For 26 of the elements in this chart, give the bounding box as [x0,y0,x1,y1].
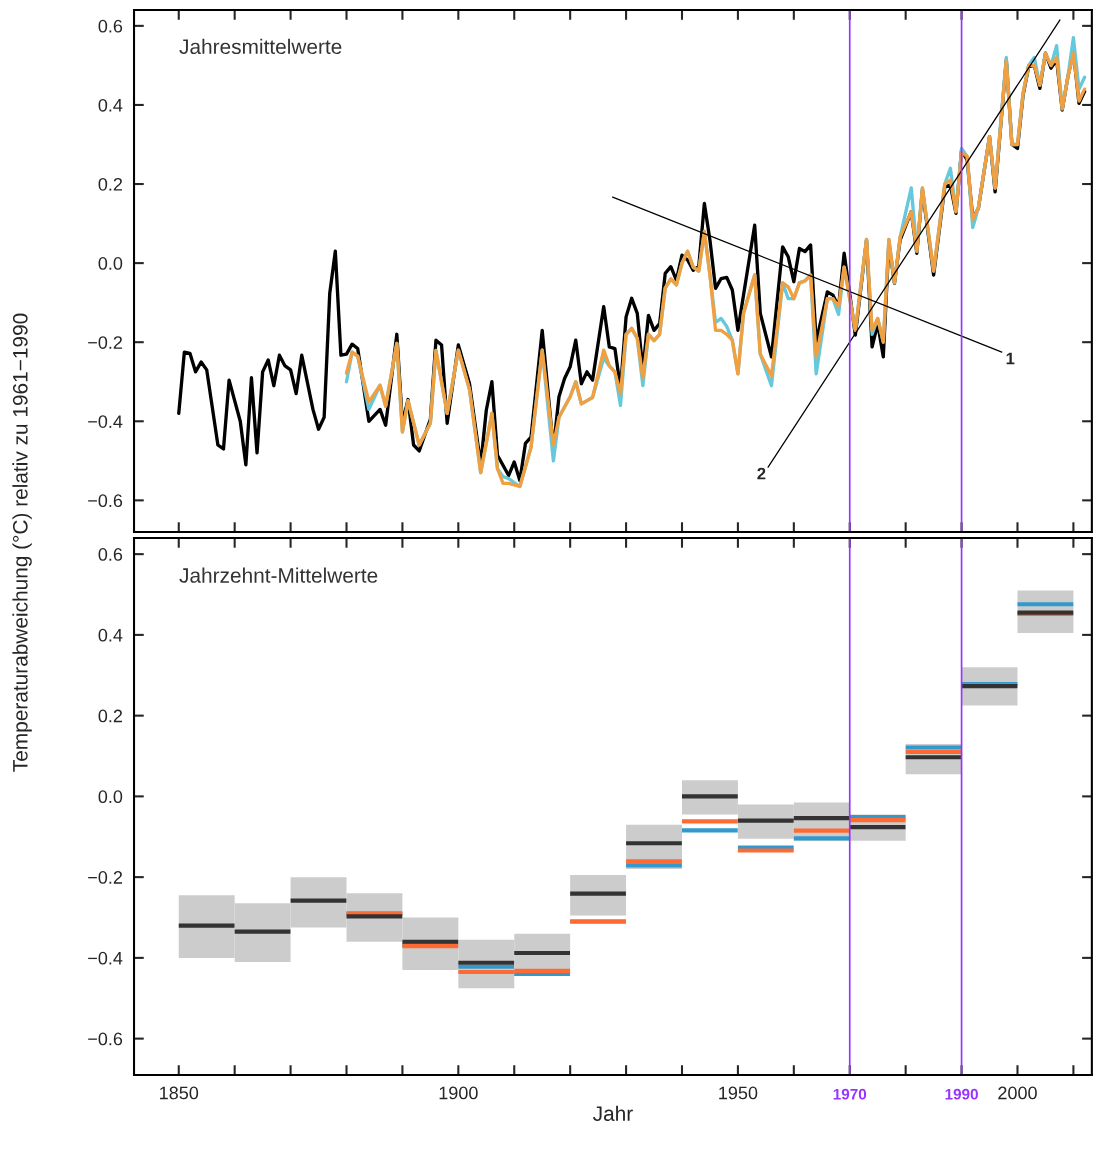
x-tick-label: 1850 [160,1086,199,1100]
y-tick-label: 0.4 [98,628,123,642]
y-tick-label: −0.6 [88,1032,123,1046]
annotation: 1 [1006,352,1015,365]
y-tick-label: −0.2 [88,336,123,349]
x-tick-label: 2000 [998,1086,1037,1100]
y-tick-label: −0.6 [88,494,123,508]
y-tick-label: −0.4 [88,951,123,965]
x-tick-label: 1950 [719,1086,758,1100]
annotation: 2 [757,467,766,480]
y-tick-label: 0.2 [98,709,123,723]
text: Jahrzehnt-Mittelwerte [179,567,378,583]
y-tick-label: −0.2 [88,871,123,884]
ref-line-label: 1970 [833,1088,867,1100]
y-tick-label: 0.4 [98,98,123,112]
y-tick-label: 0.0 [98,257,123,270]
text: Jahresmittelwerte [179,38,342,55]
y-tick-label: 0.0 [98,790,123,804]
x-axis-title: Jahr [593,1105,633,1121]
y-tick-label: 0.2 [98,177,123,191]
y-tick-label: 0.6 [98,19,123,33]
y-axis-title: Temperaturabweichung (°C) relativ zu 1961−1990 [12,313,32,772]
y-tick-label: −0.4 [88,415,123,428]
x-tick-label: 1900 [439,1086,478,1100]
ref-line-label: 1990 [945,1088,978,1100]
y-tick-label: 0.6 [98,548,123,561]
